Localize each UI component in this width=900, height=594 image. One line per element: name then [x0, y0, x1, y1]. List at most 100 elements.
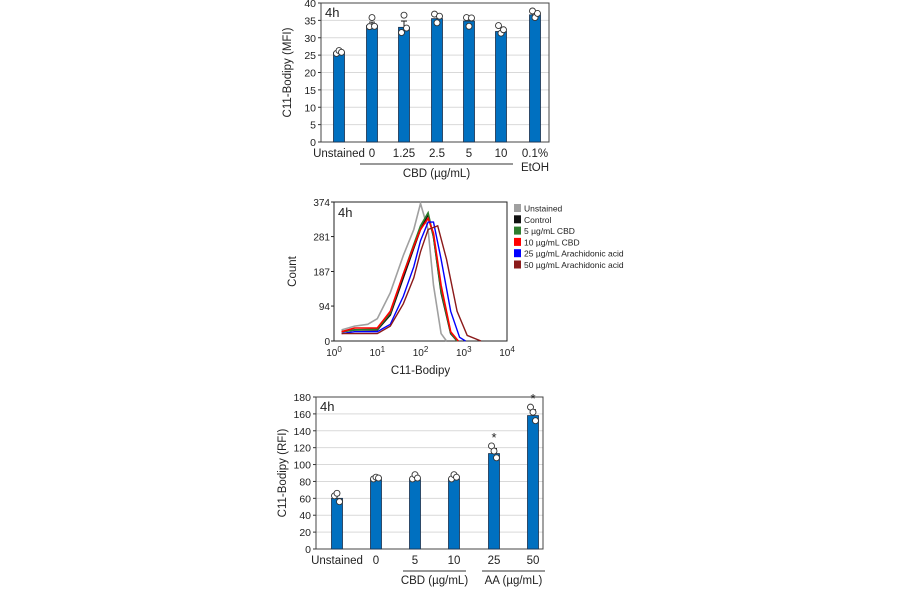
y-tick-label: 187 [313, 268, 330, 279]
x-tick-label: 0 [369, 148, 375, 160]
y-tick-label: 5 [310, 120, 316, 132]
y-tick-label: 25 [304, 50, 316, 62]
bar [398, 26, 410, 143]
significance-star: * [530, 391, 535, 406]
x-tick-label: 100 [326, 345, 342, 359]
x-tick-label: Unstained [313, 148, 365, 160]
panel-label: 4h [320, 399, 334, 414]
legend-swatch [514, 260, 521, 269]
y-tick-label: 160 [293, 409, 311, 421]
bar [331, 497, 343, 550]
data-point [403, 24, 410, 32]
plot-frame [333, 201, 508, 342]
y-tick-label: 180 [293, 392, 311, 404]
group-label: CBD (µg/mL) [401, 575, 468, 587]
legend-label: Control [524, 215, 552, 225]
histogram-line-2 [341, 210, 458, 342]
data-point [465, 22, 473, 30]
y-tick-label: 0 [324, 337, 330, 348]
data-point [368, 14, 376, 22]
x-tick-label: 10 [495, 148, 508, 160]
data-point [493, 454, 500, 462]
panel-label: 4h [325, 5, 339, 20]
histogram-line-4 [341, 221, 466, 342]
bar [463, 20, 475, 143]
data-point [371, 22, 378, 30]
plot-frame [315, 396, 544, 550]
data-point [529, 408, 537, 416]
legend-label: 50 µg/mL Arachidonic acid [524, 260, 624, 270]
data-point [336, 498, 343, 506]
data-point [532, 417, 539, 425]
legend-label: 25 µg/mL Arachidonic acid [524, 249, 624, 259]
legend-swatch [514, 249, 521, 258]
data-point [398, 29, 405, 36]
legend-swatch [514, 226, 521, 235]
x-tick-label: 103 [456, 345, 472, 359]
data-point [333, 489, 341, 497]
x-tick-label: 25 [488, 555, 501, 567]
legend-swatch [514, 215, 521, 224]
histogram-line-0 [341, 200, 448, 342]
y-tick-label: 140 [293, 426, 311, 438]
legend-label: 10 µg/mL CBD [524, 237, 580, 247]
histogram-line-3 [341, 216, 459, 342]
y-tick-label: 0 [305, 544, 311, 556]
x-tick-label: 0.1% [522, 148, 548, 160]
legend-label: Unstained [524, 204, 563, 214]
data-point [375, 474, 382, 482]
bar [431, 18, 443, 143]
x-tick-label: 101 [369, 345, 385, 359]
group-label: AA (µg/mL) [485, 575, 543, 587]
data-point [534, 9, 541, 17]
data-point [495, 22, 502, 30]
bar [448, 478, 460, 550]
data-point [453, 473, 460, 481]
data-point [414, 474, 421, 482]
bar [366, 25, 378, 143]
y-tick-label: 20 [299, 527, 311, 539]
y-tick-label: 40 [304, 0, 316, 10]
y-tick-label: 80 [299, 476, 311, 488]
x-tick-label: 5 [412, 555, 418, 567]
y-tick-label: 60 [299, 493, 311, 505]
x-tick-sublabel: EtOH [521, 162, 549, 174]
data-point [468, 14, 475, 22]
data-point [500, 26, 507, 34]
x-tick-label: 10 [448, 555, 461, 567]
y-tick-label: 120 [293, 443, 311, 455]
panel-label: 4h [338, 205, 352, 220]
y-tick-label: 374 [313, 198, 330, 209]
data-point [338, 48, 345, 56]
y-tick-label: 100 [293, 460, 311, 472]
bar [488, 453, 500, 550]
legend-swatch [514, 237, 521, 246]
y-tick-label: 10 [304, 102, 316, 114]
bar [333, 52, 345, 143]
y-axis-label: Count [287, 255, 299, 286]
legend-label: 5 µg/mL CBD [524, 226, 575, 236]
data-point [436, 12, 443, 20]
x-tick-label: 5 [466, 148, 472, 160]
data-point [433, 19, 441, 27]
bar [409, 479, 421, 550]
y-tick-label: 15 [304, 85, 316, 97]
x-tick-label: 104 [499, 345, 515, 359]
data-point [490, 447, 498, 455]
bar [527, 415, 539, 550]
legend-swatch [514, 204, 521, 212]
y-tick-label: 20 [304, 68, 316, 80]
x-tick-label: 1.25 [393, 148, 415, 160]
significance-star: * [491, 430, 496, 445]
x-tick-label: Unstained [311, 555, 363, 567]
x-tick-label: 0 [373, 555, 379, 567]
x-tick-label: 50 [527, 555, 540, 567]
bar [529, 14, 541, 143]
y-tick-label: 0 [310, 137, 316, 149]
y-tick-label: 40 [299, 510, 311, 522]
y-tick-label: 30 [304, 33, 316, 45]
data-point [400, 11, 408, 19]
x-axis-label: C11-Bodipy [391, 365, 450, 377]
y-axis-label: C11-Bodipy (MFI) [282, 27, 294, 117]
